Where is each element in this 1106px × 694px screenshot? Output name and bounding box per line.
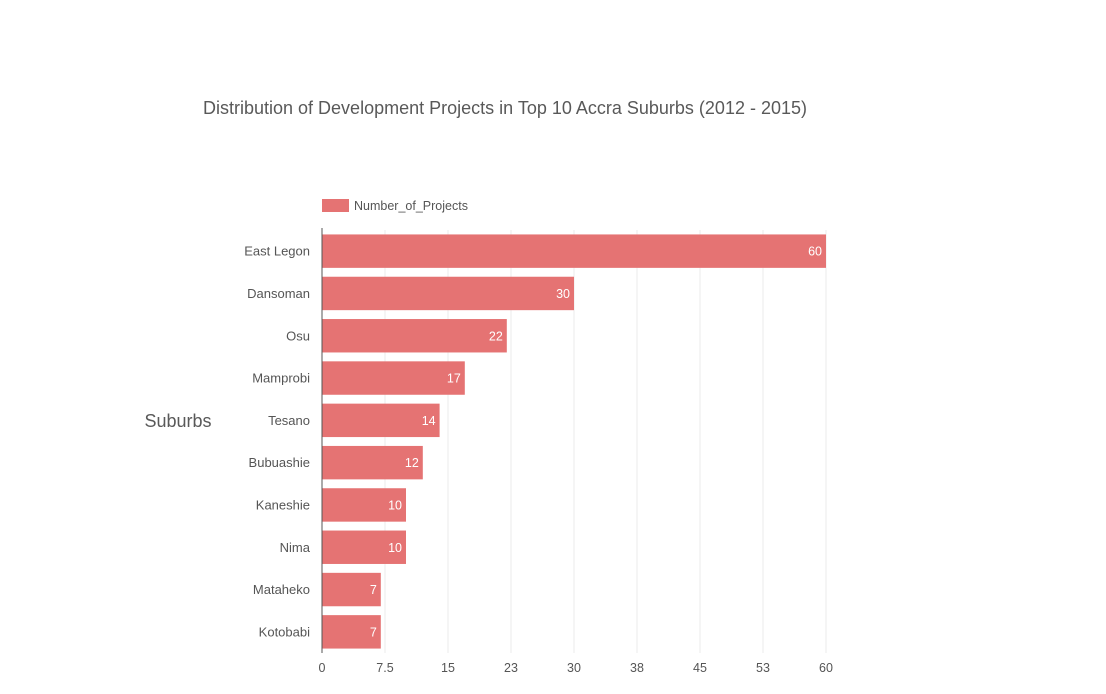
category-label: Nima bbox=[280, 540, 311, 555]
x-tick-label: 60 bbox=[819, 661, 833, 675]
category-label: Mamprobi bbox=[252, 371, 310, 386]
data-label: 12 bbox=[405, 456, 419, 470]
x-tick-label: 53 bbox=[756, 661, 770, 675]
category-label: Mataheko bbox=[253, 582, 310, 597]
bars-group: 60 30 22 17 14 12 10 10 7 7 bbox=[322, 234, 826, 649]
x-tick-label: 7.5 bbox=[376, 661, 393, 675]
data-label: 10 bbox=[388, 498, 402, 512]
data-label: 17 bbox=[447, 372, 461, 386]
bar bbox=[322, 615, 381, 649]
data-label: 22 bbox=[489, 329, 503, 343]
y-axis-title: Suburbs bbox=[144, 411, 211, 431]
category-labels: East Legon Dansoman Osu Mamprobi Tesano Bubua… bbox=[244, 244, 311, 640]
bar bbox=[322, 361, 465, 395]
category-label: Osu bbox=[286, 328, 310, 343]
x-tick-label: 45 bbox=[693, 661, 707, 675]
bar bbox=[322, 234, 826, 268]
data-label: 7 bbox=[370, 625, 377, 639]
data-label: 60 bbox=[808, 245, 822, 259]
category-label: East Legon bbox=[244, 244, 310, 259]
legend-label: Number_of_Projects bbox=[354, 199, 468, 213]
data-label: 14 bbox=[422, 414, 436, 428]
category-label: Kotobabi bbox=[259, 624, 310, 639]
chart-title: Distribution of Development Projects in … bbox=[203, 98, 807, 118]
category-label: Bubuashie bbox=[249, 455, 310, 470]
x-tick-labels: 0 7.5 15 23 30 38 45 53 60 bbox=[319, 661, 833, 675]
bar bbox=[322, 319, 507, 353]
legend: Number_of_Projects bbox=[322, 199, 468, 213]
category-label: Dansoman bbox=[247, 286, 310, 301]
x-tick-label: 0 bbox=[319, 661, 326, 675]
x-tick-label: 23 bbox=[504, 661, 518, 675]
data-label: 7 bbox=[370, 583, 377, 597]
x-tick-label: 38 bbox=[630, 661, 644, 675]
data-label: 30 bbox=[556, 287, 570, 301]
data-label: 10 bbox=[388, 541, 402, 555]
category-label: Tesano bbox=[268, 413, 310, 428]
bar bbox=[322, 276, 574, 311]
bar bbox=[322, 572, 381, 607]
bar bbox=[322, 488, 406, 522]
bar bbox=[322, 445, 423, 480]
bar bbox=[322, 403, 440, 438]
bar bbox=[322, 530, 406, 564]
x-tick-label: 15 bbox=[441, 661, 455, 675]
legend-swatch bbox=[322, 199, 349, 212]
category-label: Kaneshie bbox=[256, 497, 310, 512]
x-tick-label: 30 bbox=[567, 661, 581, 675]
